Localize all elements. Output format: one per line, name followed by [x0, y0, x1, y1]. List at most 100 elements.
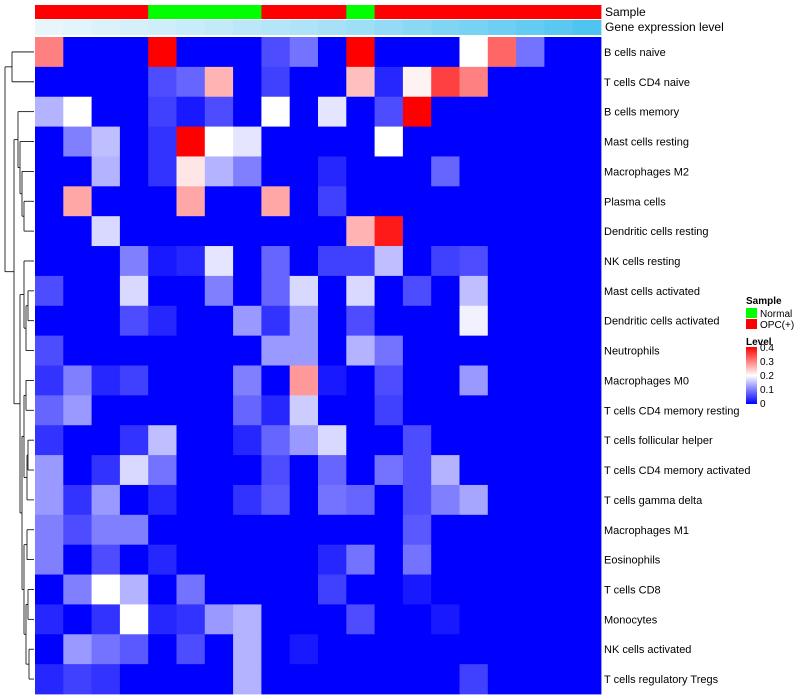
- heatmap-cell: [176, 186, 206, 217]
- heatmap-cell: [91, 66, 121, 98]
- heatmap-cell: [35, 156, 64, 187]
- heatmap-cell: [346, 246, 375, 277]
- heatmap-cell: [516, 395, 545, 426]
- heatmap-cell: [459, 514, 489, 546]
- expression-bar-cell: [431, 20, 460, 35]
- expression-bar-cell: [572, 20, 602, 35]
- heatmap-cell: [431, 66, 460, 98]
- heatmap-cell: [176, 574, 206, 605]
- heatmap-cell: [318, 574, 347, 605]
- heatmap-cell: [346, 514, 375, 546]
- heatmap-cell: [459, 275, 489, 307]
- heatmap-cell: [63, 305, 92, 337]
- heatmap-cell: [431, 455, 460, 486]
- heatmap-cell: [233, 37, 262, 68]
- sample-bar-cell: [572, 5, 602, 19]
- heatmap-cell: [233, 66, 262, 98]
- heatmap-cell: [119, 544, 149, 575]
- heatmap-cell: [261, 574, 291, 605]
- heatmap-cell: [35, 126, 64, 157]
- heatmap-cell: [402, 275, 432, 307]
- heatmap-cell: [459, 395, 489, 426]
- heatmap-cell: [148, 186, 177, 217]
- heatmap-cell: [63, 66, 92, 98]
- heatmap-cell: [431, 604, 460, 635]
- heatmap-cell: [459, 186, 489, 217]
- heatmap-cell: [176, 455, 206, 486]
- heatmap-cell: [318, 395, 347, 426]
- heatmap-cell: [374, 335, 404, 366]
- heatmap-cell: [544, 544, 574, 575]
- heatmap-cell: [431, 335, 460, 366]
- heatmap-cell: [459, 455, 489, 486]
- heatmap-cell: [233, 604, 262, 635]
- heatmap-cell: [459, 305, 489, 337]
- heatmap-cell: [35, 634, 64, 665]
- heatmap-cell: [544, 156, 574, 187]
- heatmap-cell: [374, 514, 404, 546]
- heatmap-cell: [346, 395, 375, 426]
- sample-bar-cell: [516, 5, 545, 19]
- heatmap-cell: [63, 395, 92, 426]
- heatmap-cell: [119, 186, 149, 217]
- heatmap-cell: [63, 186, 92, 217]
- heatmap-cell: [148, 664, 177, 695]
- heatmap-cell: [91, 425, 121, 456]
- heatmap-cell: [233, 156, 262, 187]
- heatmap-cell: [289, 37, 319, 68]
- heatmap-cell: [459, 484, 489, 516]
- heatmap-cell: [572, 425, 602, 456]
- heatmap-cell: [119, 664, 149, 695]
- heatmap-cell: [516, 275, 545, 307]
- heatmap-cell: [261, 96, 291, 127]
- row-label: T cells regulatory Tregs: [604, 674, 719, 686]
- heatmap-cell: [346, 365, 375, 396]
- heatmap-cell: [148, 305, 177, 337]
- heatmap-cell: [176, 126, 206, 157]
- heatmap-cell: [544, 186, 574, 217]
- sample-bar-cell: [374, 5, 404, 19]
- heatmap-cell: [544, 216, 574, 247]
- heatmap-cell: [459, 246, 489, 277]
- sample-bar-cell: [487, 5, 517, 19]
- heatmap-cell: [63, 335, 92, 366]
- heatmap-cell: [374, 216, 404, 247]
- heatmap-cell: [572, 395, 602, 426]
- heatmap-cell: [91, 246, 121, 277]
- heatmap-cell: [318, 604, 347, 635]
- heatmap-cell: [176, 604, 206, 635]
- expression-bar-cell: [487, 20, 517, 35]
- heatmap-cell: [402, 455, 432, 486]
- heatmap-cell: [318, 246, 347, 277]
- heatmap-cell: [148, 275, 177, 307]
- heatmap-cell: [119, 574, 149, 605]
- heatmap-cell: [544, 484, 574, 516]
- heatmap-cell: [176, 37, 206, 68]
- heatmap-cell: [346, 156, 375, 187]
- heatmap-cell: [431, 37, 460, 68]
- heatmap-cell: [119, 246, 149, 277]
- heatmap-cell: [544, 395, 574, 426]
- heatmap-cell: [402, 126, 432, 157]
- heatmap-cell: [346, 544, 375, 575]
- sample-bar-cell: [119, 5, 149, 19]
- heatmap-cell: [487, 335, 517, 366]
- heatmap-cell: [63, 216, 92, 247]
- heatmap-cell: [431, 484, 460, 516]
- heatmap-cell: [431, 156, 460, 187]
- heatmap-cell: [318, 514, 347, 546]
- expression-bar-cell: [402, 20, 432, 35]
- heatmap-cell: [544, 246, 574, 277]
- heatmap-cell: [346, 634, 375, 665]
- heatmap-cell: [63, 634, 92, 665]
- heatmap-cell: [544, 455, 574, 486]
- level-tick-3: 0.1: [760, 385, 774, 396]
- heatmap-cell: [374, 96, 404, 127]
- heatmap-cell: [374, 395, 404, 426]
- heatmap-cell: [318, 156, 347, 187]
- heatmap-cell: [148, 484, 177, 516]
- heatmap-cell: [148, 604, 177, 635]
- heatmap-cell: [487, 365, 517, 396]
- heatmap-cell: [374, 37, 404, 68]
- heatmap-cell: [487, 455, 517, 486]
